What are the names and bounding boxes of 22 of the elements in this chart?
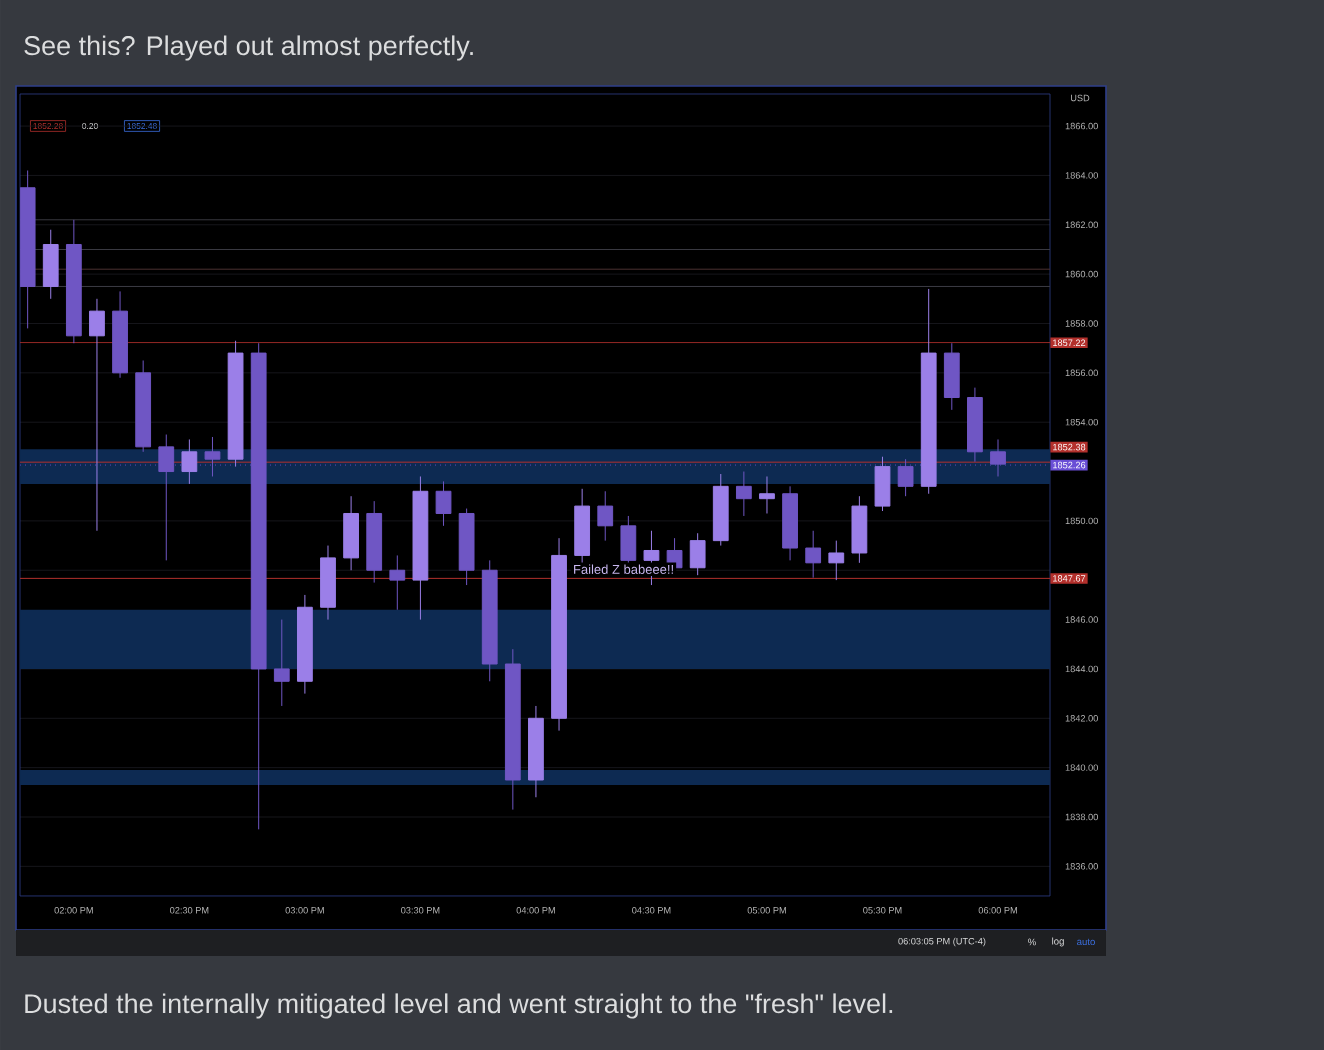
candlestick <box>389 554 406 611</box>
candlestick <box>158 434 175 561</box>
candlestick <box>273 619 290 707</box>
candlestick <box>851 495 868 564</box>
candlestick <box>343 495 359 571</box>
candlestick <box>689 532 706 576</box>
chart-title: See this? Played out almost perfectly. <box>24 35 473 61</box>
candlestick <box>435 480 452 527</box>
candlestick <box>597 490 614 542</box>
candlestick <box>943 342 960 411</box>
text: Dusted the internally mitigated level and went straight to the "fresh" level. <box>25 993 893 1019</box>
candlestick <box>828 540 845 581</box>
candlestick <box>759 475 775 514</box>
candlestick <box>735 471 752 517</box>
candlestick <box>990 438 1006 477</box>
candlestick <box>874 456 891 512</box>
candlestick <box>181 438 198 485</box>
candlestick <box>204 436 221 477</box>
candlestick <box>897 458 914 497</box>
candlestick <box>89 298 105 532</box>
candlestick <box>42 229 59 300</box>
candlestick <box>805 530 822 579</box>
